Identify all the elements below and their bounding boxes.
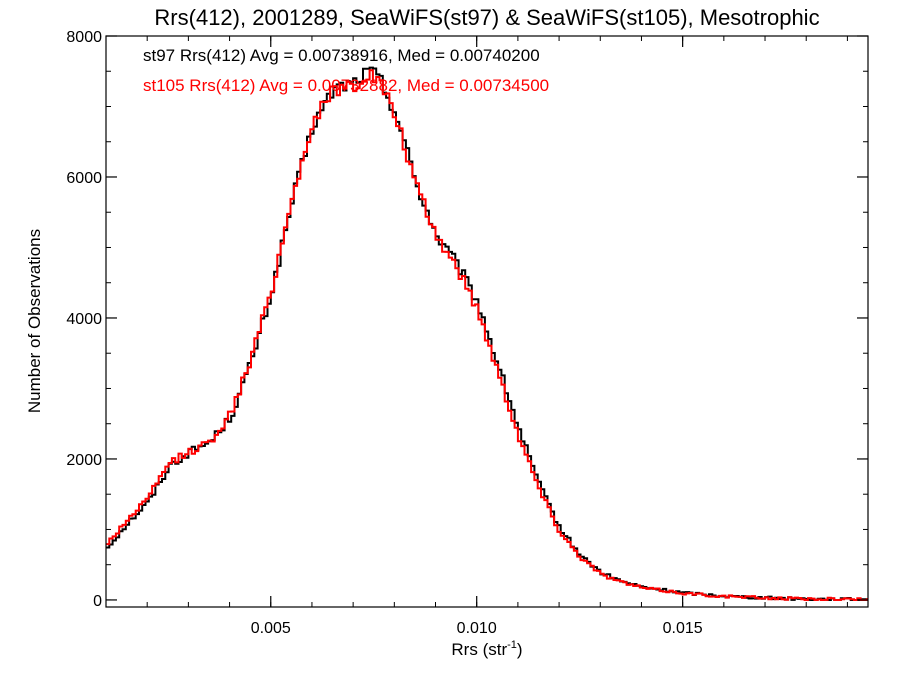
tick-layer: 0.005 0.010 0.015 0 2000 4000 6000 8000 (66, 29, 868, 637)
y-tick-label: 2000 (66, 452, 102, 469)
x-axis-label-main: Rrs (str (451, 640, 507, 659)
annotation-layer: st97 Rrs(412) Avg = 0.00738916, Med = 0.… (143, 46, 549, 95)
x-tick-label: 0.010 (457, 620, 497, 637)
stats-annotation-2: st105 Rrs(412) Avg = 0.00732882, Med = 0… (143, 76, 549, 95)
series-layer (106, 66, 869, 601)
x-axis-label-close: ) (517, 640, 523, 659)
x-tick-label: 0.005 (251, 620, 291, 637)
x-axis-label: Rrs (str-1) (451, 639, 522, 659)
y-tick-label: 6000 (66, 170, 102, 187)
chart-title: Rrs(412), 2001289, SeaWiFS(st97) & SeaWi… (154, 5, 819, 30)
x-tick-label: 0.015 (663, 620, 703, 637)
y-tick-label: 0 (93, 593, 102, 610)
x-axis-label-superscript: -1 (507, 639, 517, 651)
plot-frame (105, 35, 869, 608)
histogram-series-1 (106, 66, 869, 601)
histogram-series-2 (106, 69, 869, 601)
stats-annotation-1: st97 Rrs(412) Avg = 0.00738916, Med = 0.… (143, 46, 540, 65)
y-tick-label: 4000 (66, 311, 102, 328)
y-axis-label: Number of Observations (25, 229, 44, 413)
y-tick-label: 8000 (66, 29, 102, 46)
